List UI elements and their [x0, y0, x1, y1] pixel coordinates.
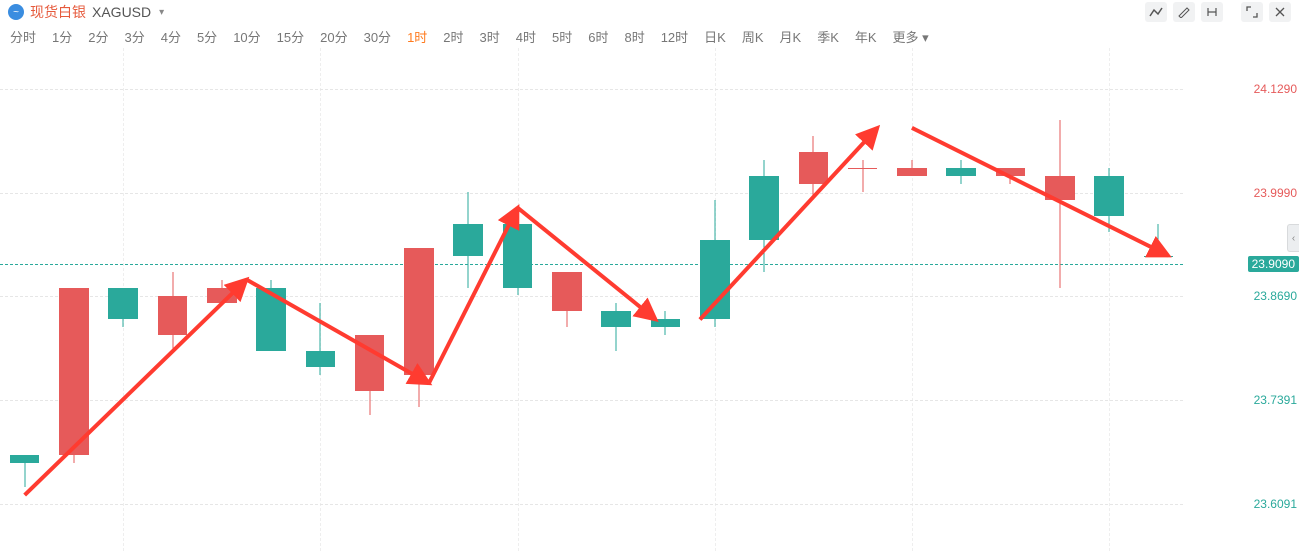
timeframe-30分[interactable]: 30分	[364, 27, 391, 46]
compare-button[interactable]	[1201, 2, 1223, 22]
timeframe-5分[interactable]: 5分	[197, 27, 217, 46]
candle-body	[503, 224, 533, 288]
timeframe-1分[interactable]: 1分	[52, 27, 72, 46]
timeframe-20分[interactable]: 20分	[320, 27, 347, 46]
timeframe-年K[interactable]: 年K	[855, 27, 877, 46]
candle-body	[897, 168, 927, 176]
candle	[503, 48, 533, 551]
candle-wick	[862, 160, 863, 192]
indicator-button[interactable]	[1145, 2, 1167, 22]
candle-body	[749, 176, 779, 240]
expand-handle[interactable]: ‹	[1287, 224, 1299, 252]
timeframe-12时[interactable]: 12时	[661, 27, 688, 46]
candle	[1045, 48, 1075, 551]
chevron-down-icon: ▾	[159, 7, 164, 18]
candle-body	[1144, 256, 1174, 257]
timeframe-2分[interactable]: 2分	[88, 27, 108, 46]
timeframe-季K[interactable]: 季K	[817, 27, 839, 46]
candle-body	[158, 296, 188, 336]
candle	[108, 48, 138, 551]
candle-body	[207, 288, 237, 304]
candle	[897, 48, 927, 551]
timeframe-分时[interactable]: 分时	[10, 27, 36, 46]
candle-body	[10, 455, 40, 463]
top-bar: ~ 现货白银 XAGUSD ▾	[0, 0, 1299, 24]
candle-body	[1094, 176, 1124, 216]
instrument-symbol: XAGUSD	[92, 4, 151, 20]
timeframe-8时[interactable]: 8时	[624, 27, 644, 46]
chart-area[interactable]: 24.1290 23.9990 23.8690 23.7391 23.6091 23.90…	[0, 48, 1299, 551]
candle-body	[700, 240, 730, 320]
candle-body	[946, 168, 976, 176]
candle-body	[453, 224, 483, 256]
candle-body	[799, 152, 829, 184]
candle-wick	[1158, 224, 1159, 256]
fullscreen-button[interactable]	[1241, 2, 1263, 22]
timeframe-10分[interactable]: 10分	[233, 27, 260, 46]
timeframe-row: 分时 1分 2分 3分 4分 5分 10分 15分 20分 30分 1时 2时 3时 4时 5时 6时 8时 12…	[0, 24, 1299, 48]
candle-body	[306, 351, 336, 367]
candle-body	[355, 335, 385, 391]
candle	[996, 48, 1026, 551]
candle	[1144, 48, 1174, 551]
candle	[700, 48, 730, 551]
instrument-selector[interactable]: ~ 现货白银 XAGUSD ▾	[8, 2, 164, 22]
candle	[651, 48, 681, 551]
candle	[552, 48, 582, 551]
draw-button[interactable]	[1173, 2, 1195, 22]
candle	[799, 48, 829, 551]
timeframe-日K[interactable]: 日K	[704, 27, 726, 46]
candle	[59, 48, 89, 551]
timeframe-1时[interactable]: 1时	[407, 27, 427, 46]
timeframe-3分[interactable]: 3分	[124, 27, 144, 46]
candle	[10, 48, 40, 551]
candle-body	[404, 248, 434, 376]
y-axis[interactable]: 24.1290 23.9990 23.8690 23.7391 23.6091 23.90…	[1241, 48, 1299, 551]
timeframe-15分[interactable]: 15分	[277, 27, 304, 46]
y-tick-label: 23.8690	[1254, 289, 1297, 303]
candle-body	[651, 319, 681, 327]
candle	[256, 48, 286, 551]
candle-body	[552, 272, 582, 312]
candle	[306, 48, 336, 551]
toolbar	[1145, 2, 1291, 22]
candle	[355, 48, 385, 551]
timeframe-月K[interactable]: 月K	[780, 27, 802, 46]
timeframe-6时[interactable]: 6时	[588, 27, 608, 46]
candle	[601, 48, 631, 551]
candle-body	[108, 288, 138, 320]
candle	[207, 48, 237, 551]
candle	[404, 48, 434, 551]
timeframe-4时[interactable]: 4时	[516, 27, 536, 46]
y-tick-label: 23.7391	[1254, 393, 1297, 407]
candle-body	[996, 168, 1026, 176]
candle	[1094, 48, 1124, 551]
timeframe-更多[interactable]: 更多 ▾	[893, 27, 929, 46]
candle	[848, 48, 878, 551]
candle-wick	[1059, 120, 1060, 288]
candle	[946, 48, 976, 551]
timeframe-3时[interactable]: 3时	[480, 27, 500, 46]
candle-body	[848, 168, 878, 169]
y-tick-label: 24.1290	[1254, 82, 1297, 96]
candle-body	[59, 288, 89, 456]
timeframe-2时[interactable]: 2时	[443, 27, 463, 46]
timeframe-周K[interactable]: 周K	[742, 27, 764, 46]
y-tick-label: 23.9990	[1254, 186, 1297, 200]
candle	[749, 48, 779, 551]
close-button[interactable]	[1269, 2, 1291, 22]
candle	[158, 48, 188, 551]
timeframe-4分[interactable]: 4分	[161, 27, 181, 46]
current-price-tag: 23.9090	[1248, 256, 1299, 272]
candle	[453, 48, 483, 551]
plot-region	[0, 48, 1183, 551]
instrument-name: 现货白银	[30, 2, 86, 22]
candle-body	[1045, 176, 1075, 200]
timeframe-5时[interactable]: 5时	[552, 27, 572, 46]
candle-body	[256, 288, 286, 352]
instrument-logo-icon: ~	[8, 4, 24, 20]
y-tick-label: 23.6091	[1254, 497, 1297, 511]
candle-body	[601, 311, 631, 327]
